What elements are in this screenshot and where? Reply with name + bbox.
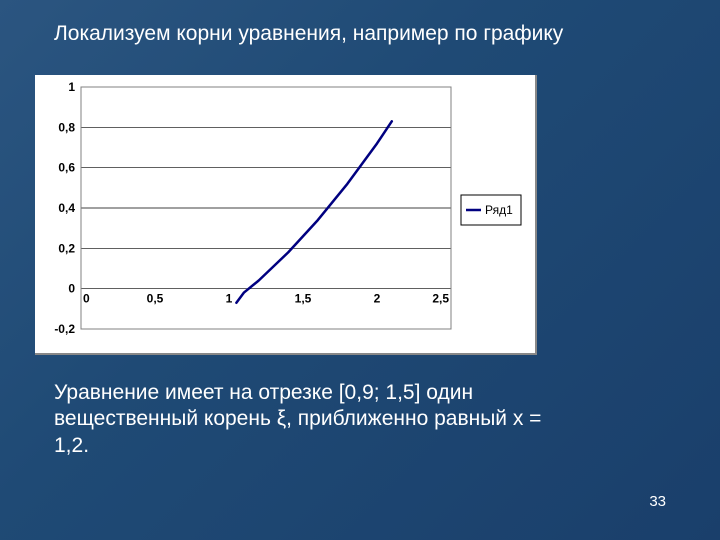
svg-text:0,2: 0,2 (58, 241, 75, 255)
svg-text:1: 1 (68, 80, 75, 94)
svg-text:0: 0 (68, 282, 75, 296)
svg-text:1,5: 1,5 (295, 292, 312, 306)
svg-text:0: 0 (83, 292, 90, 306)
svg-text:0,5: 0,5 (147, 292, 164, 306)
line-chart: -0,2 0 0,2 0,4 0,6 0,8 1 0 0,5 1 1,5 2 2,5 Ряд1 (35, 75, 535, 353)
page-number: 33 (649, 493, 666, 510)
slide: Локализуем корни уравнения, например по … (0, 0, 720, 540)
svg-text:2,5: 2,5 (432, 292, 449, 306)
svg-text:0,8: 0,8 (58, 120, 75, 134)
svg-text:0,6: 0,6 (58, 161, 75, 175)
chart-container: -0,2 0 0,2 0,4 0,6 0,8 1 0 0,5 1 1,5 2 2,5 Ряд1 (35, 75, 537, 355)
slide-caption: Уравнение имеет на отрезке [0,9; 1,5] од… (54, 380, 554, 459)
svg-text:1: 1 (226, 292, 233, 306)
svg-text:0,4: 0,4 (58, 201, 75, 215)
svg-text:-0,2: -0,2 (54, 322, 75, 336)
svg-text:2: 2 (374, 292, 381, 306)
slide-title: Локализуем корни уравнения, например по … (54, 22, 563, 46)
svg-text:Ряд1: Ряд1 (485, 203, 513, 217)
